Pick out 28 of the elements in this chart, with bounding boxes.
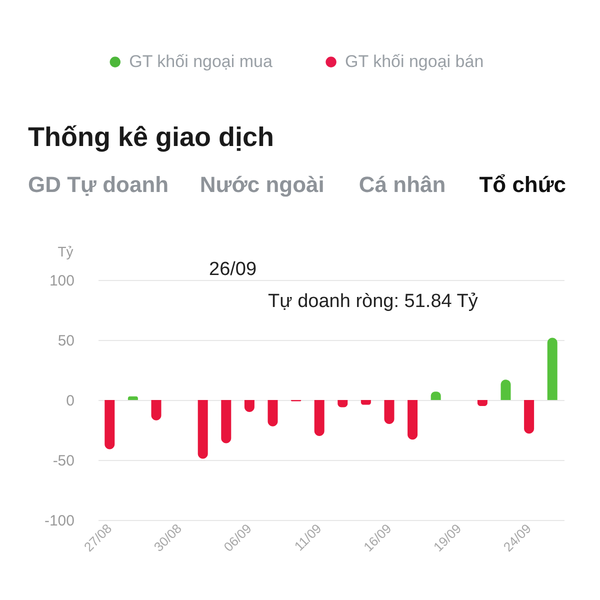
bar [198,400,208,459]
y-axis-title: Tỷ [58,244,74,260]
text: Tổ chức [479,172,566,197]
bar [384,400,394,424]
bar [314,400,324,436]
text: GD Tự doanh [28,172,169,197]
bar [360,400,371,405]
y-tick-label: 100 [49,272,74,290]
y-tick-label: -100 [44,512,74,530]
chart-title: Thống kê giao dịch [28,122,274,152]
y-tick-label: -50 [52,452,74,470]
bar [524,400,534,434]
bar [408,400,418,440]
y-tick-label: 0 [66,392,74,410]
text: Cá nhân [358,172,446,197]
bar [500,380,511,400]
text: 26/09 [209,259,257,280]
bar [547,338,558,400]
bar [268,400,278,426]
bar [151,400,162,420]
bar [128,396,138,400]
bar [104,400,115,450]
annotation: Tự doanh ròng: 51.84 Tỷ [268,291,478,312]
bar [221,400,232,444]
text: Nước ngoài [200,172,324,197]
legend-label: GT khối ngoại bán [345,52,484,71]
y-tick-label: 50 [58,332,74,350]
legend-label: GT khối ngoại mua [129,52,274,71]
